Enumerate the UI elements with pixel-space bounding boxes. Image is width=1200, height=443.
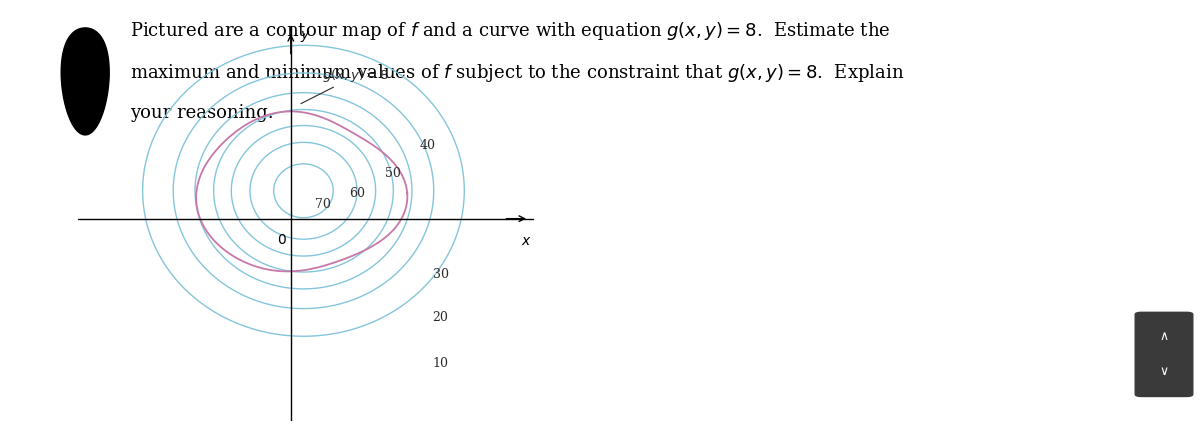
- Text: maximum and minimum values of $f$ subject to the constraint that $g(x, y) = 8$. : maximum and minimum values of $f$ subjec…: [130, 62, 904, 84]
- Text: 10: 10: [433, 357, 449, 369]
- Text: 70: 70: [316, 198, 331, 211]
- Text: 30: 30: [433, 268, 449, 281]
- Polygon shape: [61, 28, 109, 135]
- Text: 20: 20: [433, 311, 449, 324]
- Text: 50: 50: [384, 167, 401, 179]
- Text: $g(x, y) = 8$: $g(x, y) = 8$: [301, 67, 389, 104]
- Text: $y$: $y$: [300, 29, 311, 44]
- Text: $0$: $0$: [277, 233, 287, 247]
- Text: 60: 60: [349, 187, 365, 200]
- Text: ∧: ∧: [1159, 330, 1169, 343]
- FancyBboxPatch shape: [1135, 312, 1193, 396]
- Text: your reasoning.: your reasoning.: [130, 104, 274, 122]
- Text: $x$: $x$: [521, 234, 532, 248]
- Text: 40: 40: [420, 139, 436, 152]
- Text: ∨: ∨: [1159, 365, 1169, 378]
- Text: Pictured are a contour map of $f$ and a curve with equation $g(x, y) = 8$.  Esti: Pictured are a contour map of $f$ and a …: [130, 20, 890, 42]
